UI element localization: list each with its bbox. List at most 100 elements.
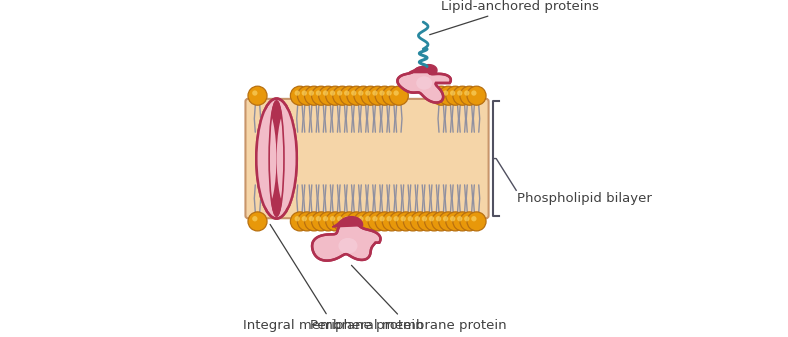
Circle shape xyxy=(354,86,373,105)
Circle shape xyxy=(290,212,310,231)
Circle shape xyxy=(432,212,451,231)
Ellipse shape xyxy=(339,238,358,254)
Circle shape xyxy=(400,216,406,221)
Polygon shape xyxy=(409,65,437,72)
Circle shape xyxy=(351,216,356,221)
Circle shape xyxy=(436,90,441,96)
Circle shape xyxy=(446,86,465,105)
Polygon shape xyxy=(397,67,451,102)
Polygon shape xyxy=(312,221,381,261)
Circle shape xyxy=(464,216,470,221)
Circle shape xyxy=(347,86,366,105)
Circle shape xyxy=(436,216,441,221)
Circle shape xyxy=(460,86,479,105)
Circle shape xyxy=(457,216,463,221)
Circle shape xyxy=(467,86,486,105)
Circle shape xyxy=(379,90,385,96)
Text: Lipid-anchored proteins: Lipid-anchored proteins xyxy=(429,0,599,35)
Ellipse shape xyxy=(416,76,432,90)
Circle shape xyxy=(295,90,300,96)
Circle shape xyxy=(467,212,486,231)
Circle shape xyxy=(323,90,328,96)
Circle shape xyxy=(318,212,338,231)
Circle shape xyxy=(425,212,444,231)
Circle shape xyxy=(365,216,370,221)
Circle shape xyxy=(252,90,258,96)
Circle shape xyxy=(379,216,385,221)
Circle shape xyxy=(304,86,324,105)
Circle shape xyxy=(372,216,377,221)
Text: Peripheral membrane protein: Peripheral membrane protein xyxy=(310,265,507,332)
Circle shape xyxy=(309,216,314,221)
Circle shape xyxy=(316,216,321,221)
Circle shape xyxy=(368,86,387,105)
Circle shape xyxy=(393,216,399,221)
Circle shape xyxy=(418,212,437,231)
Circle shape xyxy=(382,86,401,105)
Circle shape xyxy=(347,212,366,231)
Circle shape xyxy=(311,86,331,105)
Circle shape xyxy=(471,216,477,221)
Circle shape xyxy=(325,86,344,105)
Circle shape xyxy=(318,86,338,105)
Circle shape xyxy=(252,216,258,221)
Circle shape xyxy=(340,212,359,231)
Circle shape xyxy=(396,212,415,231)
Circle shape xyxy=(422,216,427,221)
Circle shape xyxy=(248,86,267,105)
Circle shape xyxy=(354,212,373,231)
Circle shape xyxy=(297,86,317,105)
Circle shape xyxy=(361,212,380,231)
Text: Phospholipid bilayer: Phospholipid bilayer xyxy=(517,192,652,205)
Ellipse shape xyxy=(277,109,297,208)
Circle shape xyxy=(389,212,408,231)
Circle shape xyxy=(359,216,363,221)
Circle shape xyxy=(375,212,394,231)
Circle shape xyxy=(386,216,392,221)
Circle shape xyxy=(386,90,392,96)
Circle shape xyxy=(446,212,465,231)
Circle shape xyxy=(414,216,420,221)
Polygon shape xyxy=(333,217,362,227)
Circle shape xyxy=(460,212,479,231)
Circle shape xyxy=(297,212,317,231)
Circle shape xyxy=(351,90,356,96)
Circle shape xyxy=(372,90,377,96)
Circle shape xyxy=(365,90,370,96)
Circle shape xyxy=(302,216,307,221)
Circle shape xyxy=(429,216,434,221)
Circle shape xyxy=(337,216,342,221)
Circle shape xyxy=(453,212,472,231)
Circle shape xyxy=(344,216,349,221)
Circle shape xyxy=(290,86,310,105)
Circle shape xyxy=(450,216,455,221)
Circle shape xyxy=(393,90,399,96)
Circle shape xyxy=(407,216,413,221)
Circle shape xyxy=(403,212,422,231)
Circle shape xyxy=(439,212,458,231)
Circle shape xyxy=(382,212,401,231)
Ellipse shape xyxy=(256,109,277,208)
Circle shape xyxy=(344,90,349,96)
Circle shape xyxy=(248,212,267,231)
Circle shape xyxy=(337,90,342,96)
Circle shape xyxy=(443,216,448,221)
Circle shape xyxy=(311,212,331,231)
Circle shape xyxy=(471,90,477,96)
Text: Integral membrane protein: Integral membrane protein xyxy=(243,224,424,332)
Circle shape xyxy=(450,90,455,96)
Circle shape xyxy=(304,212,324,231)
Ellipse shape xyxy=(269,101,284,216)
Ellipse shape xyxy=(256,98,297,218)
Circle shape xyxy=(330,90,335,96)
Circle shape xyxy=(309,90,314,96)
Circle shape xyxy=(368,212,387,231)
Circle shape xyxy=(464,90,470,96)
Circle shape xyxy=(361,86,380,105)
Circle shape xyxy=(325,212,344,231)
Circle shape xyxy=(457,90,463,96)
Circle shape xyxy=(453,86,472,105)
FancyBboxPatch shape xyxy=(245,99,489,218)
Circle shape xyxy=(359,90,363,96)
Circle shape xyxy=(432,86,451,105)
